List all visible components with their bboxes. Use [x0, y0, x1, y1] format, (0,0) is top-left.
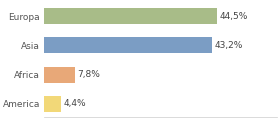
Text: 43,2%: 43,2% — [214, 41, 243, 50]
Text: 44,5%: 44,5% — [220, 12, 248, 21]
Bar — [44, 37, 212, 53]
Bar — [44, 8, 217, 24]
Bar — [44, 67, 74, 83]
Text: 7,8%: 7,8% — [77, 70, 100, 79]
Text: 4,4%: 4,4% — [64, 99, 86, 108]
Bar — [44, 96, 61, 112]
